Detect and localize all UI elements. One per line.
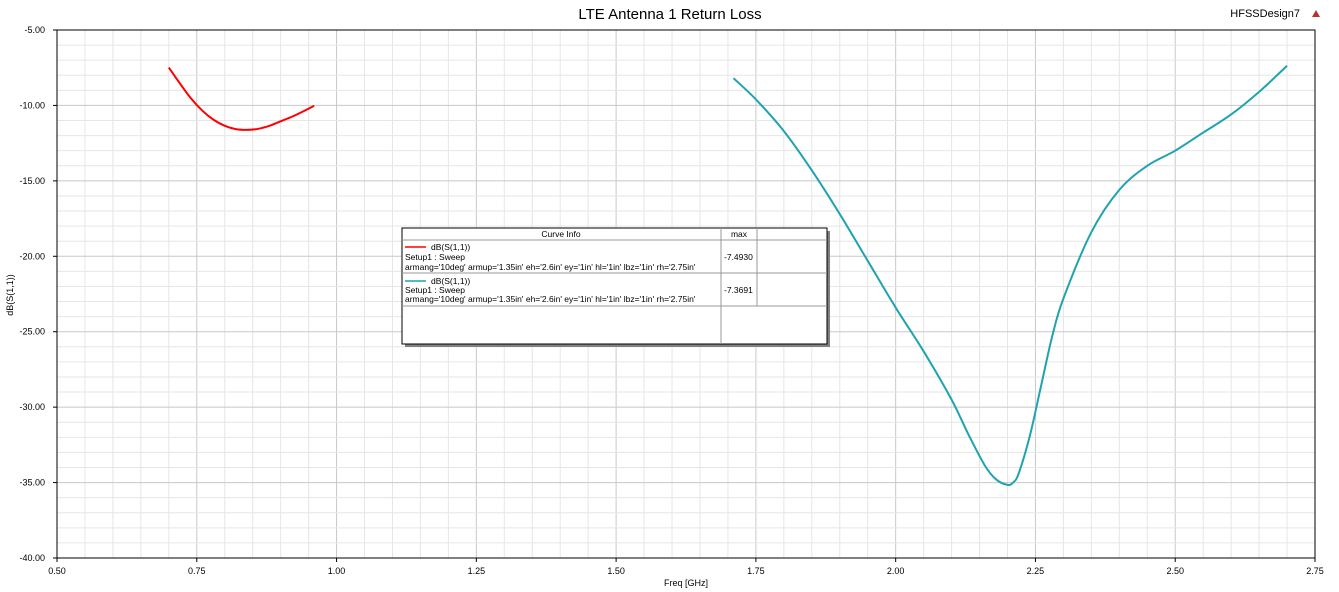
x-tick-label: 0.50 [48,566,66,576]
legend-header-max: max [731,229,748,239]
legend-header-curve-info: Curve Info [541,229,580,239]
y-axis: -5.00 -10.00 -15.00 -20.00 -25.00 -30.00 -35.0… [19,25,57,563]
x-tick-label: 1.75 [747,566,765,576]
curve-info-legend[interactable]: Curve Info max dB(S(1,1)) Setup1 : Sweep… [401,227,830,347]
warning-triangle-icon[interactable] [1312,10,1320,17]
plot-area[interactable] [56,29,1316,559]
y-tick-label: -25.00 [19,327,45,337]
legend-entry-params: armang='10deg' armup='1.35in' eh='2.6in'… [405,294,696,304]
y-tick-label: -20.00 [19,251,45,261]
series-layer [168,65,1288,486]
x-tick-label: 2.25 [1027,566,1045,576]
legend-entry-name: dB(S(1,1)) [431,276,470,286]
legend-entry-params: armang='10deg' armup='1.35in' eh='2.6in'… [405,262,696,272]
x-tick-label: 2.75 [1306,566,1324,576]
legend-box [401,227,828,345]
x-tick-label: 2.50 [1166,566,1184,576]
x-tick-label: 0.75 [188,566,206,576]
y-tick-label: -35.00 [19,478,45,488]
y-tick-label: -10.00 [19,100,45,110]
x-tick-label: 2.00 [887,566,905,576]
legend-entry-max: -7.3691 [724,285,753,295]
x-tick-label: 1.50 [607,566,625,576]
x-axis-label: Freq [GHz] [664,578,708,588]
x-tick-label: 1.00 [328,566,346,576]
chart-title: LTE Antenna 1 Return Loss [578,6,761,23]
legend-entry-name: dB(S(1,1)) [431,242,470,252]
y-tick-label: -30.00 [19,402,45,412]
legend-entry-setup: Setup1 : Sweep [405,252,465,262]
series-line-lowband[interactable] [168,66,315,131]
x-axis: 0.50 0.75 1.00 1.25 1.50 1.75 2.00 2.25 2.50 2.75 [48,558,1324,576]
y-tick-label: -5.00 [24,25,45,35]
series-line-highband[interactable] [732,65,1288,486]
design-name: HFSSDesign7 [1230,8,1300,20]
legend-entry-setup: Setup1 : Sweep [405,285,465,295]
y-tick-label: -15.00 [19,176,45,186]
y-tick-label: -40.00 [19,553,45,563]
y-axis-label: dB(S(1,1)) [5,274,15,316]
legend-entry-max: -7.4930 [724,252,753,262]
x-tick-label: 1.25 [468,566,486,576]
